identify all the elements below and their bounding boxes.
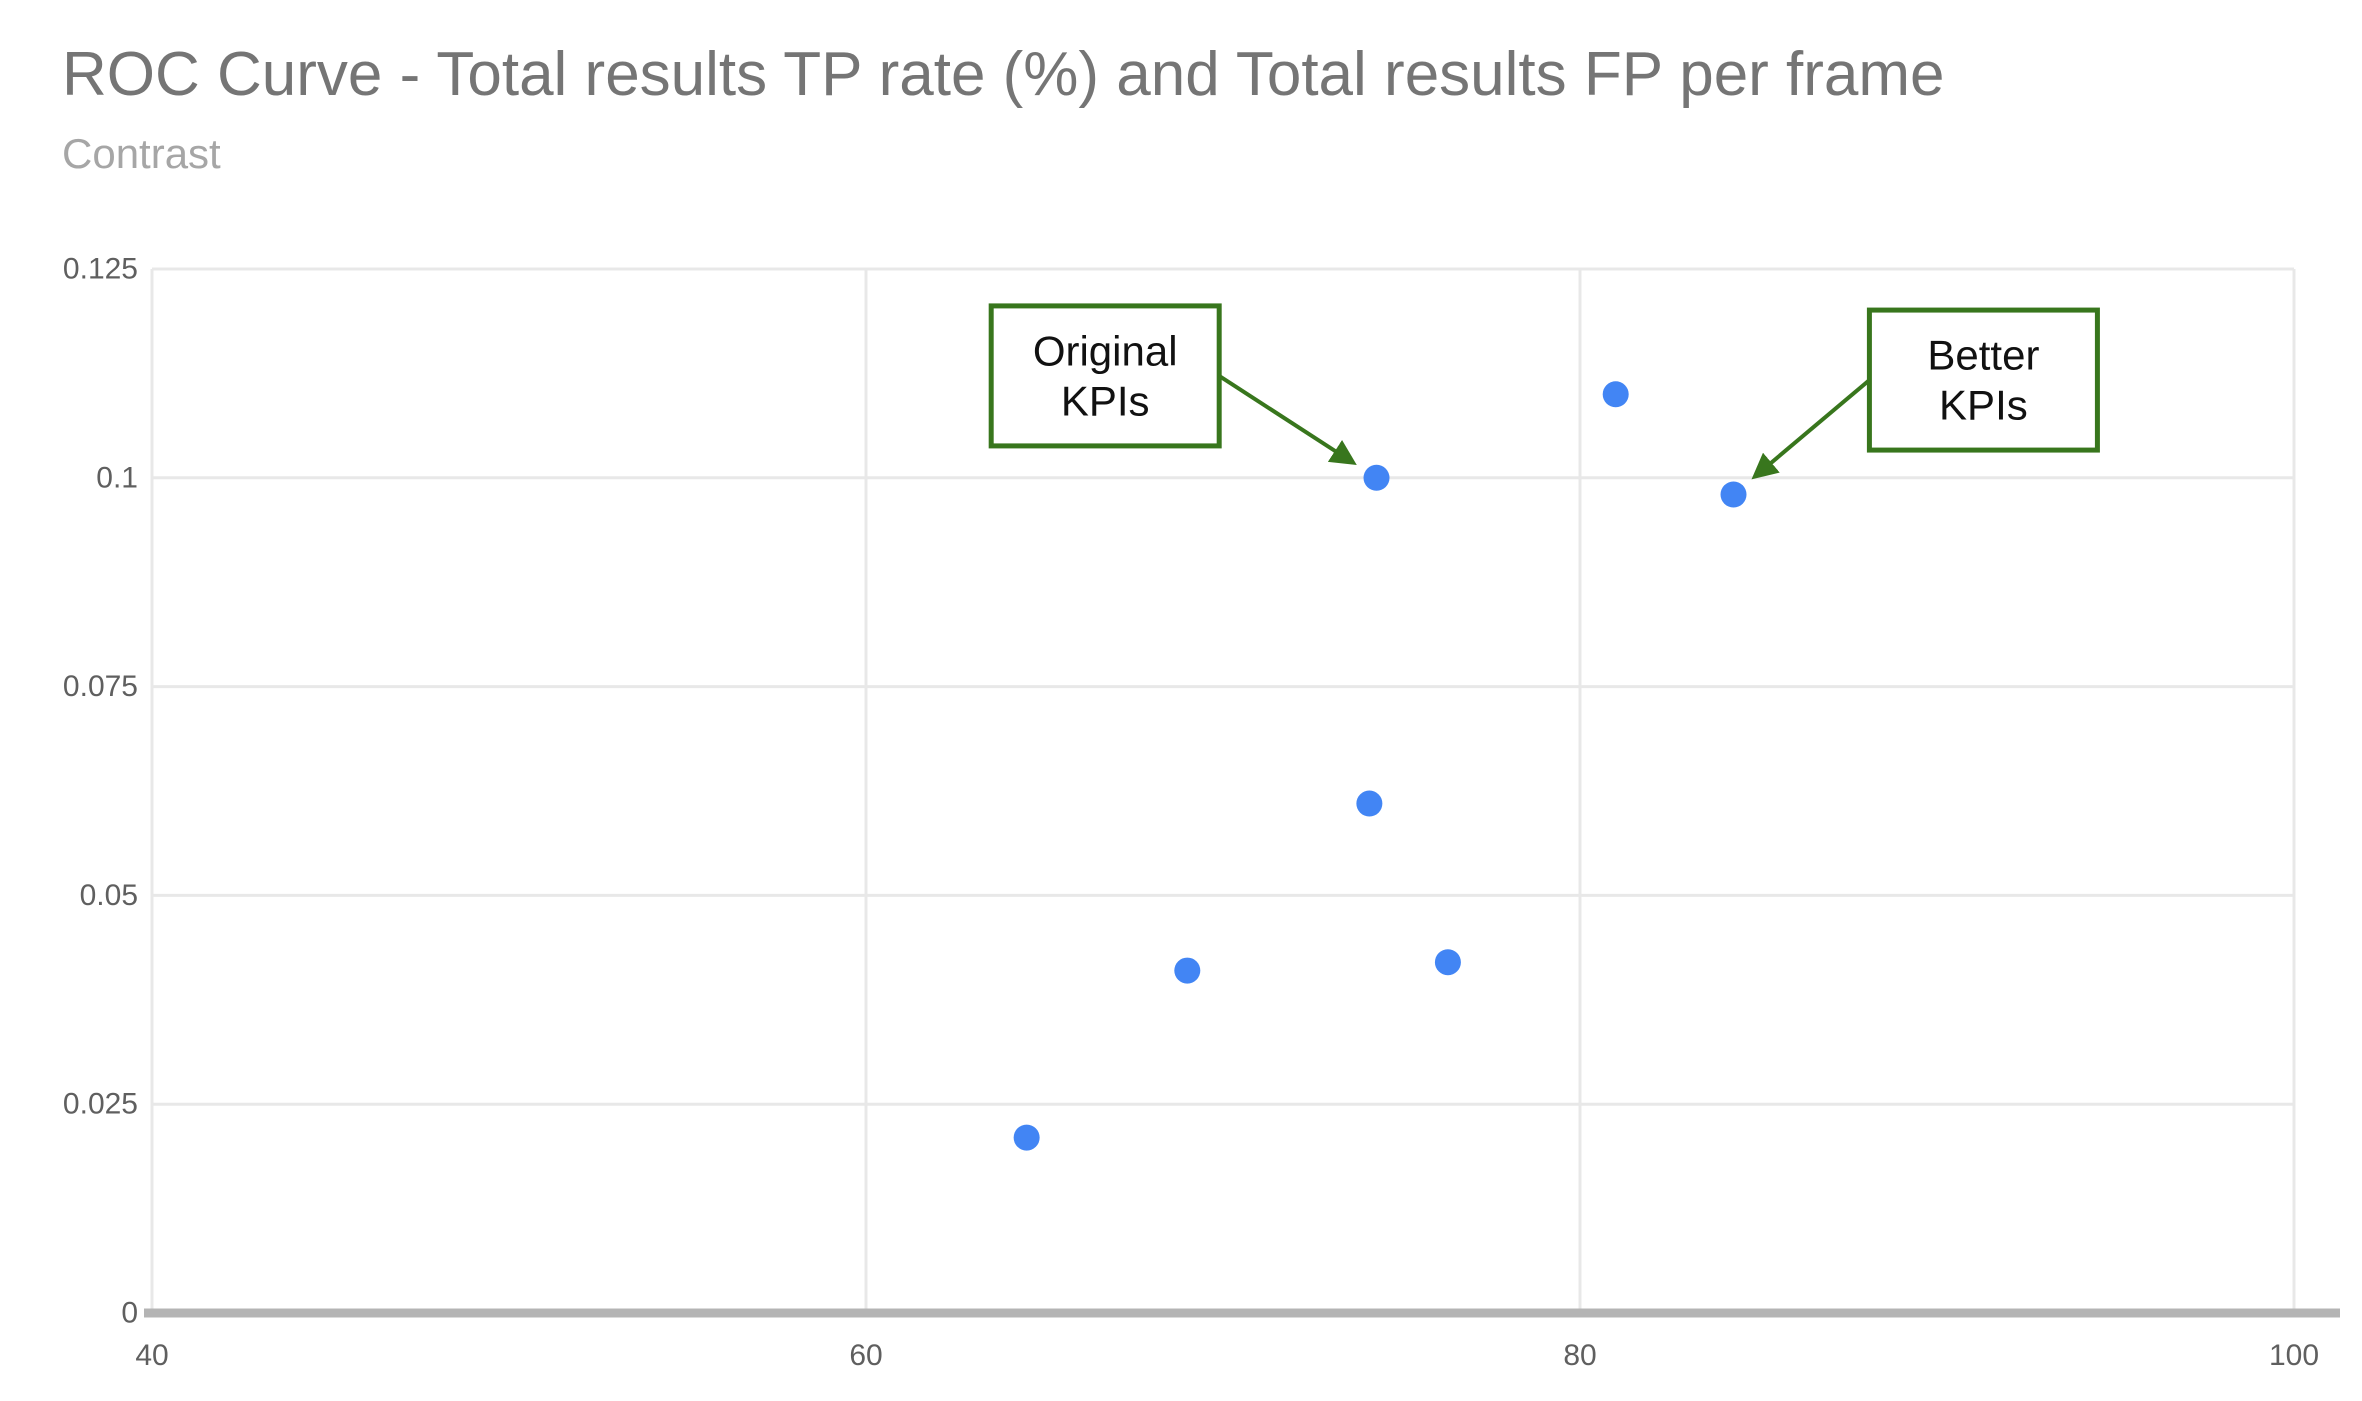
y-tick-label: 0.025 — [63, 1088, 138, 1121]
annotation-text: KPIs — [1939, 382, 2028, 429]
axis-layer: 40 60 80 100 0 0.025 0.05 0.075 0.1 0.125 — [63, 253, 2340, 1372]
data-point[interactable] — [1013, 1124, 1040, 1151]
data-point[interactable] — [1434, 949, 1461, 976]
x-tick-label: 100 — [2269, 1339, 2319, 1372]
chart-title: ROC Curve - Total results TP rate (%) an… — [62, 40, 1945, 109]
annotation-arrow[interactable] — [1751, 378, 1871, 480]
y-tick-label: 0.075 — [63, 670, 138, 703]
grid-layer — [150, 267, 2296, 1313]
data-point[interactable] — [1174, 957, 1201, 984]
x-tick-label: 60 — [849, 1339, 882, 1372]
data-point[interactable] — [1720, 481, 1747, 508]
y-tick-label: 0.05 — [80, 879, 138, 912]
annotation-text: KPIs — [1061, 377, 1150, 424]
chart-subtitle: Contrast — [62, 130, 221, 177]
annotation-box[interactable] — [988, 303, 1222, 449]
annotation-arrow[interactable] — [1218, 374, 1357, 466]
data-point[interactable] — [1602, 381, 1629, 408]
x-tick-label: 40 — [135, 1339, 168, 1372]
y-tick-label: 0.1 — [96, 461, 138, 494]
y-tick-label: 0.125 — [63, 253, 138, 286]
point-layer — [1013, 381, 1747, 1151]
annotation-text: Better — [1927, 332, 2039, 379]
x-tick-label: 80 — [1563, 1339, 1596, 1372]
data-point[interactable] — [1363, 464, 1390, 491]
data-point[interactable] — [1356, 790, 1383, 817]
annotation-text: Original — [1033, 327, 1178, 374]
y-tick-label: 0 — [121, 1297, 138, 1330]
